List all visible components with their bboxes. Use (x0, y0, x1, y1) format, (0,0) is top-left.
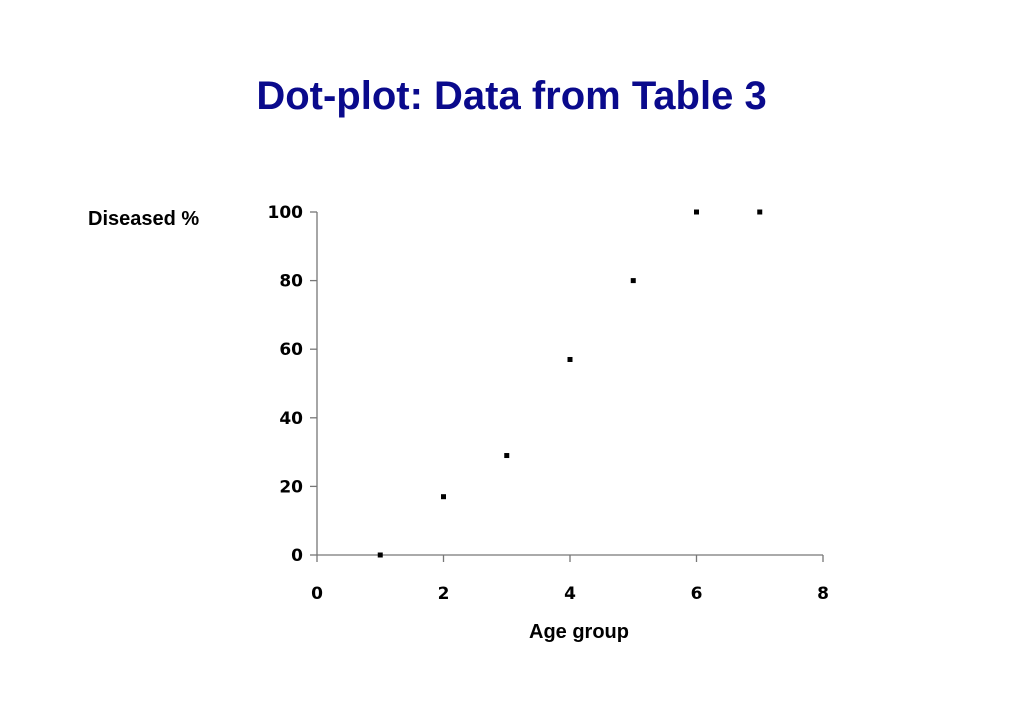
x-tick-label: 0 (311, 584, 323, 604)
x-tick-label: 2 (438, 584, 450, 604)
page-title: Dot-plot: Data from Table 3 (256, 74, 767, 118)
data-point (377, 552, 383, 558)
data-point (441, 494, 446, 500)
y-tick-label: 100 (268, 203, 304, 223)
y-tick-label: 20 (279, 477, 303, 497)
axes (316, 212, 823, 556)
y-tick-label: 0 (291, 546, 303, 566)
y-tick-label: 40 (279, 409, 303, 429)
y-tick-label: 60 (279, 340, 303, 360)
data-point (567, 356, 573, 362)
y-tick-label: 80 (279, 272, 303, 292)
data-points (377, 209, 763, 558)
data-point (504, 453, 510, 459)
ticks: 0 20 40 60 80 100 0 2 4 6 8 (268, 203, 829, 604)
x-tick-label: 4 (564, 584, 576, 604)
y-axis-label: Diseased % (88, 208, 200, 230)
data-point (694, 209, 699, 215)
x-axis-label: Age group (529, 621, 629, 643)
x-tick-label: 6 (691, 584, 703, 604)
data-point (630, 278, 636, 284)
x-tick-label: 8 (817, 584, 829, 604)
data-point (757, 209, 763, 215)
